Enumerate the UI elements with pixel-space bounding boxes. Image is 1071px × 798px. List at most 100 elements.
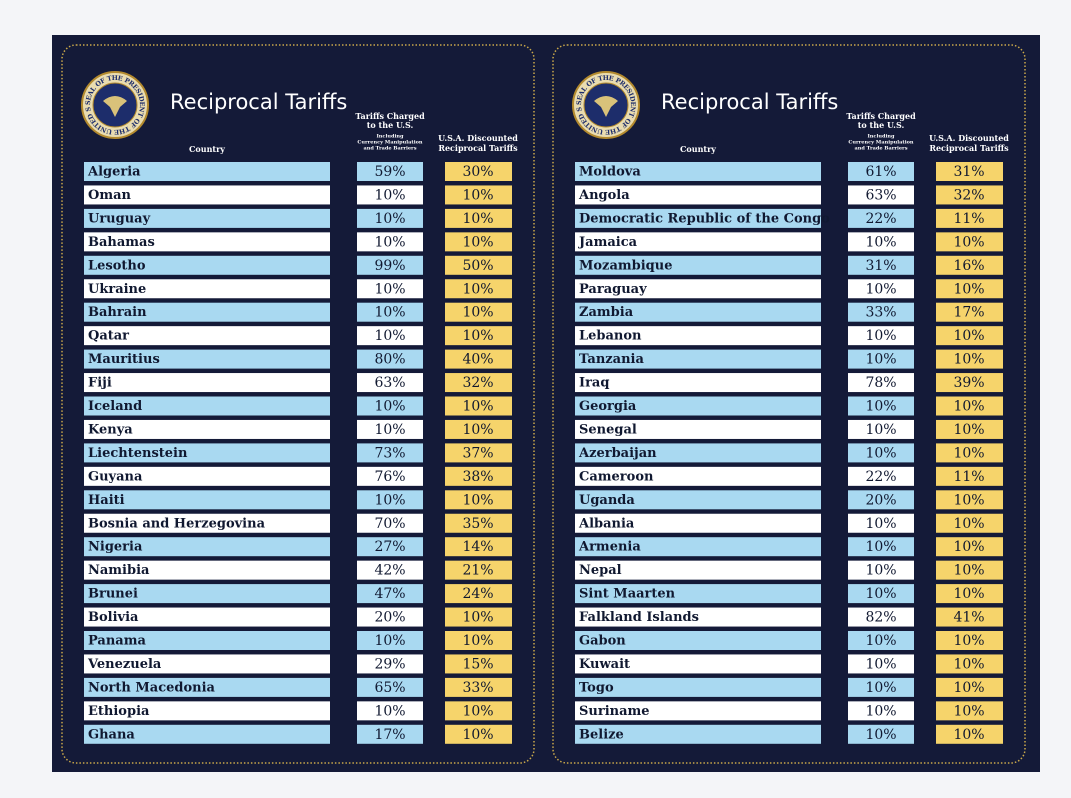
- charged: 27%: [374, 539, 405, 555]
- charged: 10%: [374, 281, 405, 297]
- country-cell: [84, 396, 330, 416]
- charged-cell: [357, 443, 423, 463]
- country-cell: [84, 279, 330, 299]
- charged-cell: [357, 513, 423, 533]
- country: Angola: [578, 188, 630, 203]
- country-cell: [84, 724, 330, 744]
- charged-cell: [357, 373, 423, 393]
- country-cell: [84, 631, 330, 650]
- charged-cell: [848, 302, 914, 322]
- country-cell: [575, 419, 821, 439]
- discounted-cell: [445, 513, 512, 533]
- country-cell: [575, 326, 821, 346]
- charged: 10%: [865, 563, 896, 579]
- header-country: Country: [189, 144, 225, 154]
- country: Bahrain: [88, 305, 147, 320]
- discounted-cell: [445, 279, 512, 299]
- discounted-cell: [936, 349, 1003, 369]
- charged-cell: [357, 701, 423, 721]
- discounted: 38%: [462, 469, 493, 485]
- country: Bahamas: [88, 235, 155, 250]
- country: Algeria: [87, 165, 141, 180]
- charged-cell: [357, 302, 423, 322]
- discounted: 31%: [953, 164, 984, 180]
- country-cell: [575, 537, 821, 557]
- country: Ghana: [88, 727, 135, 742]
- discounted: 10%: [462, 211, 493, 227]
- country-cell: [84, 185, 330, 205]
- charged-cell: [848, 255, 914, 275]
- country-cell: [84, 208, 330, 228]
- discounted: 10%: [953, 328, 984, 344]
- country: Liechtenstein: [88, 446, 188, 461]
- header-discounted: U.S.A. Discounted: [438, 133, 518, 143]
- charged-cell: [357, 185, 423, 205]
- country-cell: [84, 513, 330, 533]
- discounted: 33%: [462, 680, 493, 696]
- country: Panama: [88, 634, 146, 649]
- country: Mauritius: [88, 352, 160, 367]
- charged: 17%: [374, 727, 405, 743]
- discounted: 10%: [953, 563, 984, 579]
- country: Bosnia and Herzegovina: [88, 516, 266, 531]
- header-charged: Tariffs Charged: [355, 111, 425, 121]
- discounted-cell: [936, 232, 1003, 252]
- discounted-cell: [936, 537, 1003, 557]
- discounted: 10%: [953, 234, 984, 250]
- discounted: 41%: [953, 610, 984, 626]
- country-cell: [575, 677, 821, 697]
- discounted: 10%: [953, 281, 984, 297]
- discounted-cell: [936, 255, 1003, 275]
- charged-cell: [848, 537, 914, 557]
- charged-cell: [848, 466, 914, 486]
- country-cell: [575, 185, 821, 205]
- charged: 42%: [374, 563, 405, 579]
- charged-cell: [357, 208, 423, 228]
- country-cell: [575, 162, 821, 181]
- charged: 63%: [374, 375, 405, 391]
- header-discounted: U.S.A. Discounted: [929, 133, 1009, 143]
- charged-cell: [848, 349, 914, 369]
- country-cell: [84, 584, 330, 604]
- charged: 31%: [865, 258, 896, 274]
- charged-cell: [357, 724, 423, 744]
- country-cell: [575, 232, 821, 252]
- charged-cell: [848, 724, 914, 744]
- charged: 10%: [865, 281, 896, 297]
- country-cell: [575, 654, 821, 674]
- header-charged: to the U.S.: [858, 120, 905, 130]
- charged-cell: [848, 373, 914, 393]
- charged-cell: [357, 396, 423, 416]
- country: Venezuela: [87, 657, 162, 672]
- discounted: 32%: [462, 375, 493, 391]
- discounted-cell: [936, 208, 1003, 228]
- discounted-cell: [445, 162, 512, 181]
- header-note: and Trade Barriers: [363, 146, 416, 152]
- discounted: 32%: [953, 187, 984, 203]
- discounted-cell: [445, 373, 512, 393]
- charged-cell: [357, 607, 423, 627]
- country: Moldova: [579, 165, 641, 180]
- discounted-cell: [936, 373, 1003, 393]
- discounted-cell: [936, 162, 1003, 181]
- charged: 33%: [865, 305, 896, 321]
- country: Belize: [579, 727, 624, 742]
- discounted-cell: [936, 396, 1003, 416]
- discounted-cell: [445, 302, 512, 322]
- discounted-cell: [445, 654, 512, 674]
- discounted-cell: [445, 584, 512, 604]
- country: Ukraine: [88, 282, 146, 297]
- country: Democratic Republic of the Congo: [579, 211, 830, 226]
- charged: 63%: [865, 187, 896, 203]
- charged-cell: [848, 607, 914, 627]
- discounted-cell: [936, 560, 1003, 580]
- discounted: 37%: [462, 445, 493, 461]
- country: Armenia: [578, 540, 641, 555]
- discounted-cell: [936, 490, 1003, 510]
- discounted-cell: [445, 537, 512, 557]
- header-note: Currency Manipulation: [357, 140, 423, 146]
- charged: 10%: [374, 703, 405, 719]
- discounted-cell: [936, 607, 1003, 627]
- country: Lesotho: [88, 258, 146, 273]
- country: Georgia: [579, 399, 637, 414]
